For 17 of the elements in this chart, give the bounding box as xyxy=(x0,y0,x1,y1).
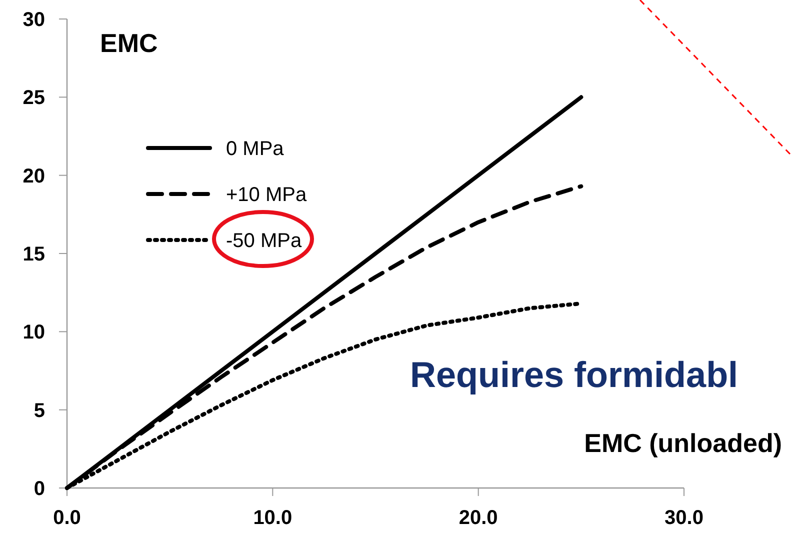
y-tick-label: 25 xyxy=(22,87,45,110)
legend-label: +10 MPa xyxy=(226,184,308,206)
annotation: Requires formidabl xyxy=(410,354,738,395)
legend-label: -50 MPa xyxy=(226,230,302,252)
y-tick-label: 5 xyxy=(34,400,45,422)
x-tick-label: 0.0 xyxy=(53,507,81,529)
x-tick-label: 30.0 xyxy=(664,507,704,529)
legend-label: 0 MPa xyxy=(226,138,285,160)
y-tick-label: 15 xyxy=(22,244,45,266)
x-tick-label: 20.0 xyxy=(458,507,498,529)
y-tick-label: 20 xyxy=(22,165,45,188)
x-axis-title: EMC (unloaded) xyxy=(584,428,782,458)
x-tick-label: 10.0 xyxy=(253,507,292,529)
y-axis-title: EMC xyxy=(100,28,158,58)
y-tick-label: 10 xyxy=(22,322,45,344)
y-tick-label: 30 xyxy=(22,9,45,31)
y-tick-label: 0 xyxy=(34,478,45,500)
